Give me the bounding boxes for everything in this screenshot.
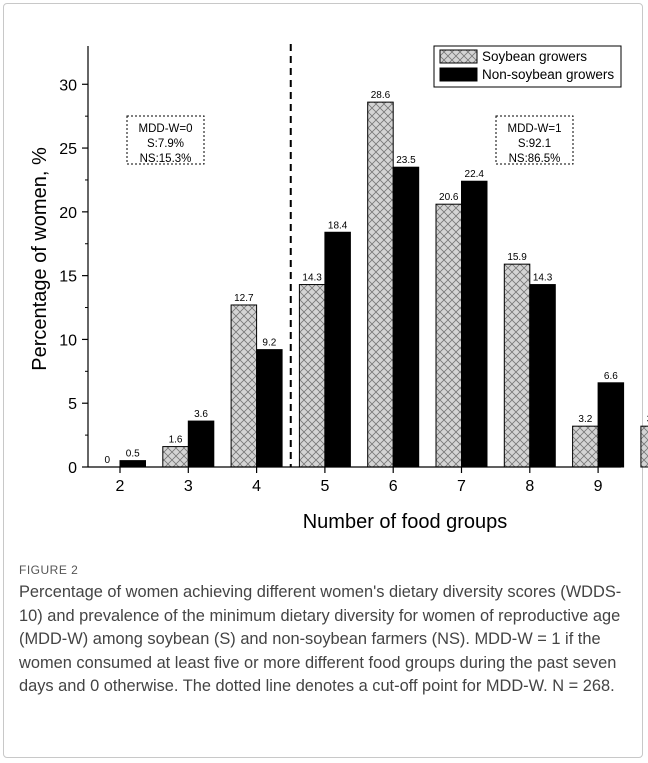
bar-non-soybean-growers-2 [119,460,146,468]
legend-swatch-non-soybean-growers [439,67,478,82]
x-tick-label-5: 5 [320,478,329,495]
x-axis-title: Number of food groups [303,511,508,533]
bar-soybean-growers-3 [162,446,189,468]
bar-soybean-growers-6 [367,101,394,468]
value-label-soybean-growers-4: 12.7 [234,293,254,304]
value-label-non-soybean-growers-8: 14.3 [533,273,553,284]
y-tick-label-30: 30 [59,77,77,94]
x-tick-label-6: 6 [389,478,398,495]
y-tick-label-25: 25 [59,141,77,158]
annotation-line-1: MDD-W=0 [139,123,193,135]
value-label-non-soybean-growers-5: 18.4 [328,220,348,231]
value-label-non-soybean-growers-3: 3.6 [194,409,208,420]
x-tick-label-7: 7 [457,478,466,495]
bar-non-soybean-growers-3 [187,420,215,468]
annotation-line-2: S:7.9% [147,138,184,150]
y-axis-title: Percentage of women, % [29,147,51,371]
y-tick-label-10: 10 [59,332,77,349]
value-label-non-soybean-growers-7: 22.4 [465,169,485,180]
figure-caption: Percentage of women achieving different … [19,583,622,695]
y-tick-label-20: 20 [59,205,77,222]
y-tick-label-15: 15 [59,269,77,286]
x-tick-label-3: 3 [184,478,193,495]
y-tick-label-0: 0 [68,460,77,477]
value-label-soybean-growers-8: 15.9 [507,252,527,263]
annotation-line-1: MDD-W=1 [508,123,562,135]
bar-soybean-growers-10 [640,425,648,468]
x-tick-label-8: 8 [525,478,534,495]
annotation-line-2: S:92.1 [518,138,551,150]
legend-label-non-soybean-growers: Non-soybean growers [482,67,614,82]
value-label-soybean-growers-9: 3.2 [578,414,592,425]
bar-soybean-growers-7 [435,203,462,468]
bar-non-soybean-growers-7 [461,180,488,468]
bar-chart: 0 1.6 12.7 14.3 28.6 20.6 15.9 3.2 3.2 0.5 3.6 9.2 1… [29,44,648,533]
value-label-soybean-growers-10: 3.2 [647,414,648,425]
value-label-non-soybean-growers-6: 23.5 [396,155,416,166]
value-label-soybean-growers-7: 20.6 [439,192,459,203]
annotation-mddw-0: MDD-W=0 S:7.9% NS:15.3% [126,115,205,165]
annotation-box [126,115,205,165]
value-labels-layer: 0 1.6 12.7 14.3 28.6 20.6 15.9 3.2 3.2 0.5 3.6 9.2 1… [104,90,648,466]
x-tick-label-4: 4 [252,478,261,495]
value-label-soybean-growers-2: 0 [104,455,110,466]
bar-non-soybean-growers-4 [256,349,283,468]
annotation-line-3: NS:86.5% [509,153,561,165]
value-label-non-soybean-growers-4: 9.2 [262,338,276,349]
annotation-line-3: NS:15.3% [140,153,192,165]
annotation-box [495,115,574,165]
bar-soybean-growers-9 [572,425,599,468]
bar-non-soybean-growers-6 [392,166,420,468]
legend: Soybean growers Non-soybean growers [433,45,622,88]
value-label-soybean-growers-5: 14.3 [302,273,322,284]
annotation-mddw-1: MDD-W=1 S:92.1 NS:86.5% [495,115,574,165]
bar-non-soybean-growers-9 [597,382,625,468]
bar-soybean-growers-8 [503,263,531,468]
value-label-soybean-growers-3: 1.6 [169,435,183,446]
figure-label: FIGURE 2 [19,563,79,577]
value-label-non-soybean-growers-9: 6.6 [604,371,618,382]
y-tick-label-5: 5 [68,396,77,413]
legend-swatch-soybean-growers [439,49,478,64]
value-label-non-soybean-growers-2: 0.5 [126,449,140,460]
bar-soybean-growers-4 [230,304,258,468]
value-label-soybean-growers-6: 28.6 [371,90,391,101]
x-tick-label-9: 9 [594,478,603,495]
axes-layer: 0510152025302345678910 [59,46,621,495]
x-tick-label-2: 2 [116,478,125,495]
bars-layer [119,101,648,468]
bar-non-soybean-growers-5 [324,231,351,468]
legend-label-soybean-growers: Soybean growers [482,49,587,64]
bar-soybean-growers-5 [298,284,326,468]
bar-non-soybean-growers-8 [529,284,556,468]
